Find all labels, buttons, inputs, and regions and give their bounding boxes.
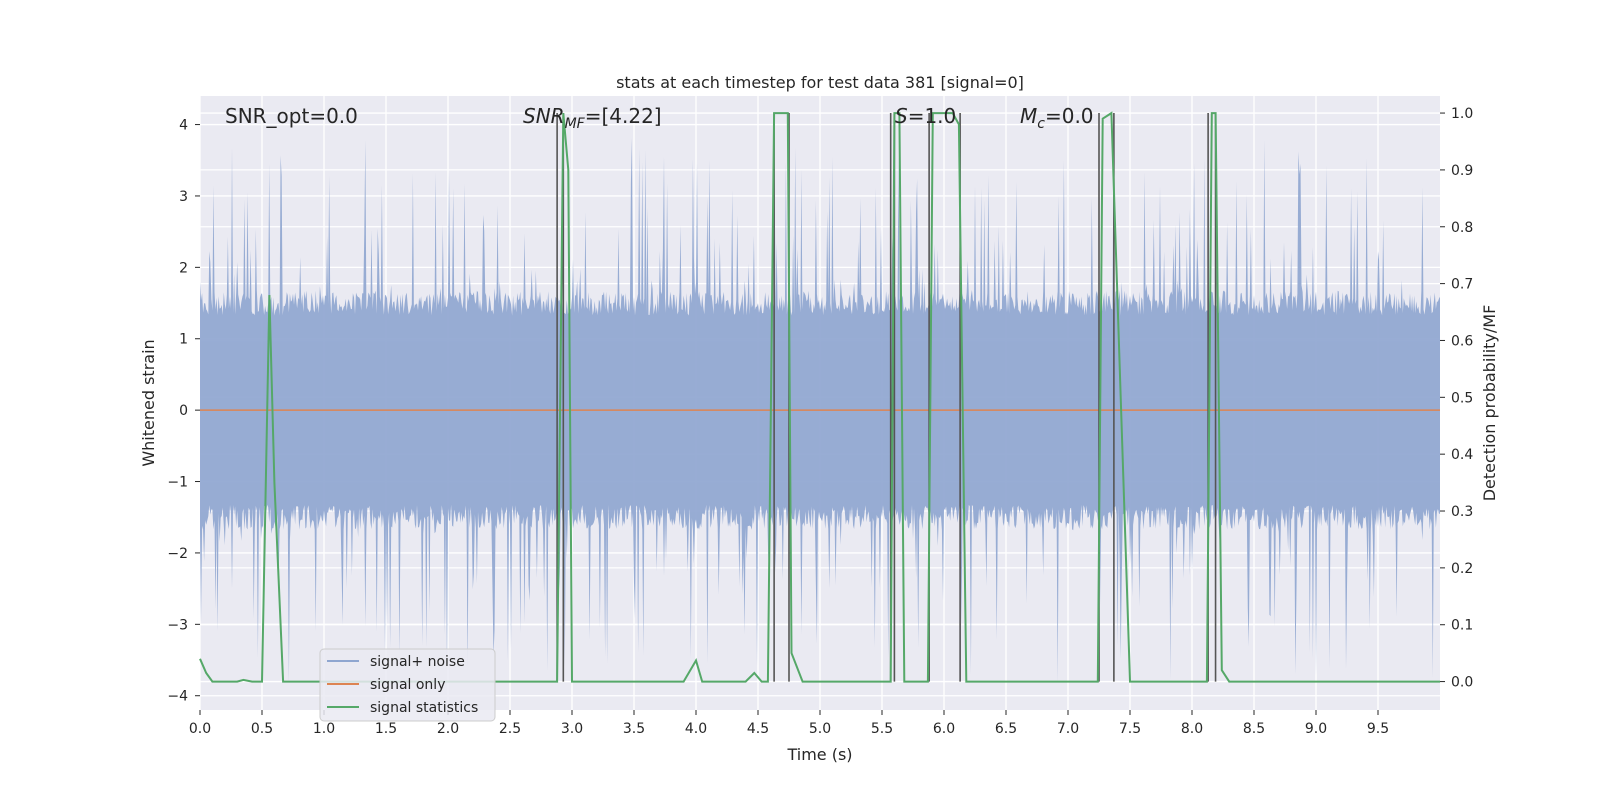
x-tick-label: 8.5: [1243, 721, 1265, 737]
legend-label-signal-only: signal only: [370, 677, 445, 693]
x-tick-label: 9.0: [1305, 721, 1327, 737]
x-axis-ticks: 0.0 0.5 1.0 1.5 2.0 2.5 3.0 3.5 4.0 4.5 5.0 5.5 6.0 6…: [189, 710, 1389, 737]
x-tick-label: 3.5: [623, 721, 645, 737]
y2-tick-label: 0.0: [1451, 675, 1473, 691]
y2-tick-label: 0.3: [1451, 504, 1473, 520]
annotation-mc-main: M: [1020, 104, 1037, 128]
legend-label-signal-plus-noise: signal+ noise: [370, 654, 465, 670]
annotation-s-main: S: [895, 104, 908, 128]
y-axis-ticks: −4 −3 −2 −1 0 1 2 3 4: [167, 118, 200, 705]
y2-tick-label: 1.0: [1451, 106, 1473, 122]
annotation-snr-mf-sub: MF: [565, 116, 586, 132]
marker-lines: [556, 113, 1217, 682]
annotation-s: S=1.0: [895, 104, 956, 128]
y2-tick-label: 0.8: [1451, 220, 1473, 236]
y2-axis-ticks: 0.0 0.1 0.2 0.3 0.4 0.5 0.6 0.7 0.8 0.9 1.0: [1440, 106, 1473, 691]
x-tick-label: 8.0: [1181, 721, 1203, 737]
y-tick-label: 3: [179, 189, 188, 205]
chart-title: stats at each timestep for test data 381…: [616, 73, 1024, 92]
legend: signal+ noise signal only signal statist…: [319, 648, 496, 722]
legend-box: [319, 648, 496, 722]
y-tick-label: −1: [167, 475, 188, 491]
annotation-snr-mf: SNRMF=[4.22]: [523, 104, 662, 132]
x-tick-label: 3.0: [561, 721, 583, 737]
x-tick-label: 7.5: [1119, 721, 1141, 737]
annotation-mc-sub: c: [1037, 116, 1045, 132]
y2-tick-label: 0.4: [1451, 447, 1473, 463]
y-tick-label: 0: [179, 403, 188, 419]
y2-tick-label: 0.6: [1451, 333, 1473, 349]
x-tick-label: 1.0: [313, 721, 335, 737]
x-tick-label: 4.5: [747, 721, 769, 737]
y-tick-label: −4: [167, 689, 188, 705]
annotation-s-value: =1.0: [908, 104, 957, 128]
annotation-snr-mf-main: SNR: [523, 104, 565, 128]
x-tick-label: 2.5: [499, 721, 521, 737]
x-tick-label: 7.0: [1057, 721, 1079, 737]
annotation-mc: Mc=0.0: [1020, 104, 1094, 132]
y2-axis-label: Detection probability/MF: [1480, 305, 1499, 502]
x-tick-label: 5.0: [809, 721, 831, 737]
y2-tick-label: 0.1: [1451, 618, 1473, 634]
x-tick-label: 5.5: [871, 721, 893, 737]
x-tick-label: 1.5: [375, 721, 397, 737]
y-tick-label: 1: [179, 332, 188, 348]
x-tick-label: 6.0: [933, 721, 955, 737]
annotation-snr-mf-value: =[4.22]: [585, 104, 662, 128]
x-tick-label: 0.0: [189, 721, 211, 737]
y2-tick-label: 0.7: [1451, 277, 1473, 293]
x-axis-label: Time (s): [786, 745, 852, 764]
x-tick-label: 6.5: [995, 721, 1017, 737]
x-tick-label: 0.5: [251, 721, 273, 737]
y2-tick-label: 0.5: [1451, 390, 1473, 406]
y2-tick-label: 0.2: [1451, 561, 1473, 577]
y-tick-label: 4: [179, 118, 188, 134]
y-tick-label: −3: [167, 617, 188, 633]
y-tick-label: −2: [167, 546, 188, 562]
x-tick-label: 9.5: [1367, 721, 1389, 737]
x-tick-label: 4.0: [685, 721, 707, 737]
y-axis-label: Whitened strain: [139, 339, 158, 466]
annotation-snr-opt: SNR_opt=0.0: [225, 104, 358, 128]
x-tick-label: 2.0: [437, 721, 459, 737]
annotation-mc-value: =0.0: [1045, 104, 1094, 128]
legend-label-signal-statistics: signal statistics: [370, 700, 478, 716]
series-signal-statistics: [199, 111, 1440, 683]
y-tick-label: 2: [179, 260, 188, 276]
y2-tick-label: 0.9: [1451, 163, 1473, 179]
